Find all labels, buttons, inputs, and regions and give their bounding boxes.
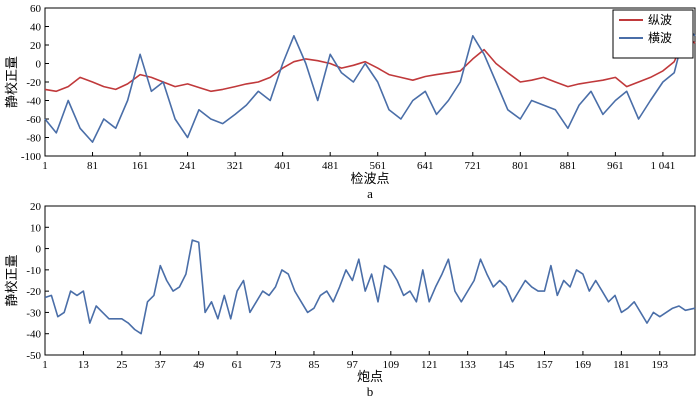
x-tick-label: 193 [652,359,669,371]
x-tick-label: 37 [155,359,167,371]
x-axis-label: 检波点 [350,172,389,187]
x-tick-label: 157 [536,359,553,371]
y-tick-label: -100 [21,151,42,163]
x-tick-label: 1 [42,359,48,371]
panel-label: a [367,186,373,201]
x-tick-label: 401 [274,160,291,172]
x-tick-label: 13 [78,359,90,371]
y-tick-label: -10 [26,265,41,277]
x-tick-label: 97 [347,359,359,371]
y-tick-label: 60 [30,3,42,15]
panel-label: b [367,384,374,399]
y-tick-label: 40 [30,22,42,34]
x-tick-label: 881 [560,160,577,172]
x-tick-label: 241 [179,160,196,172]
y-axis-label: 静校正量 [4,56,20,108]
x-tick-label: 1 041 [651,160,676,172]
x-tick-label: 61 [232,359,243,371]
x-tick-label: 81 [87,160,98,172]
series-line-0 [44,239,696,335]
x-tick-label: 25 [116,359,128,371]
y-axis-label: 静校正量 [4,254,20,306]
y-tick-label: -40 [26,96,41,108]
x-tick-label: 181 [613,359,630,371]
y-tick-label: -20 [26,286,41,298]
x-tick-label: 73 [270,359,282,371]
plot-frame [44,7,696,157]
y-tick-label: 0 [36,59,42,71]
series-line-0 [44,34,696,93]
y-tick-label: 10 [30,222,42,234]
plot-frame [44,205,696,356]
x-tick-label: 109 [383,359,400,371]
x-tick-label: 561 [369,160,386,172]
series-line-1 [44,25,696,143]
x-tick-label: 133 [459,359,476,371]
x-tick-label: 721 [465,160,482,172]
chart-panel-a: 1 81 161 241 321 401 481 561 641 721 801 881 961 1 04… [4,3,696,201]
y-tick-label: -20 [26,77,41,89]
x-tick-label: 481 [322,160,339,172]
x-tick-label: 801 [512,160,529,172]
x-tick-label: 1 [42,160,48,172]
y-tick-label: -30 [26,307,41,319]
y-tick-label: -50 [26,350,41,362]
y-tick-label: -40 [26,329,41,341]
y-tick-label: 20 [30,201,42,213]
x-axis-label: 炮点 [357,370,383,385]
x-tick-label: 321 [227,160,244,172]
legend-entry: 横波 [648,31,672,45]
x-tick-label: 169 [575,359,592,371]
y-tick-label: 20 [30,40,42,52]
x-tick-label: 161 [132,160,149,172]
y-tick-label: -80 [26,133,41,145]
x-tick-label: 145 [498,359,515,371]
y-tick-label: 0 [36,244,42,256]
x-tick-label: 121 [421,359,438,371]
x-tick-label: 961 [607,160,624,172]
x-tick-label: 641 [417,160,434,172]
x-tick-label: 85 [308,359,320,371]
y-tick-label: -60 [26,114,41,126]
chart-panel-b: 1 13 25 37 49 61 73 85 97 109 121 133 145 157 169 181 19… [4,201,696,399]
x-tick-label: 49 [193,359,205,371]
legend-box [612,9,694,59]
legend-entry: 纵波 [648,13,672,27]
